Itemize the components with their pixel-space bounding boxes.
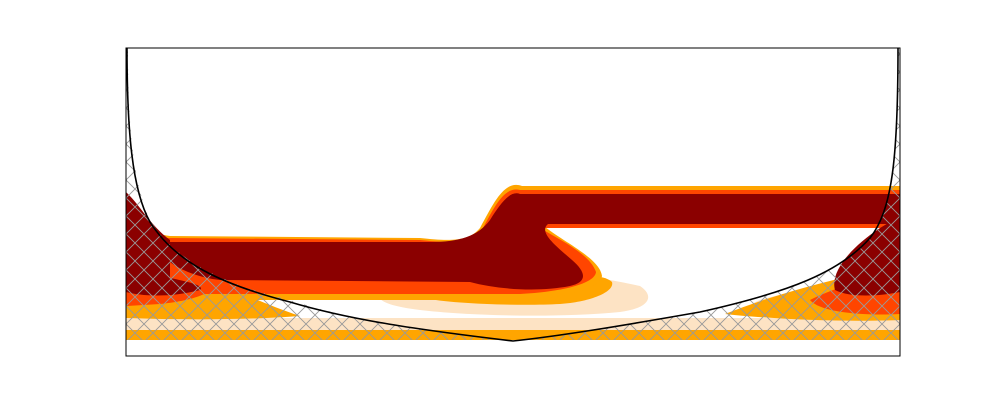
axes-frame <box>125 47 901 357</box>
boundary-curve <box>126 47 899 342</box>
plot-area <box>126 48 900 356</box>
dark-red-main-band <box>170 193 900 290</box>
bottom-blank-strip <box>126 340 900 356</box>
